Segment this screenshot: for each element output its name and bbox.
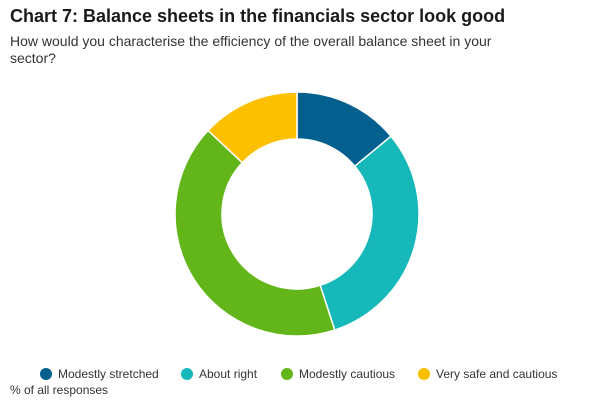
chart-title: Chart 7: Balance sheets in the financial… xyxy=(10,6,506,26)
donut-slice-very-safe-and-cautious xyxy=(207,91,298,164)
legend-swatch xyxy=(181,368,193,380)
donut-slice-about-right xyxy=(319,135,420,331)
legend-label: Modestly stretched xyxy=(58,367,159,381)
chart-footnote: % of all responses xyxy=(10,383,109,397)
chart-legend: Modestly stretched About right Modestly … xyxy=(40,364,594,384)
legend-swatch xyxy=(40,368,52,380)
legend-swatch xyxy=(281,368,293,380)
legend-label: Modestly cautious xyxy=(299,367,396,381)
legend-label: Very safe and cautious xyxy=(436,367,558,381)
donut-slice-modestly-cautious xyxy=(174,129,336,337)
legend-swatch xyxy=(418,368,430,380)
chart-subtitle: How would you characterise the efficienc… xyxy=(10,33,492,66)
legend-label: About right xyxy=(199,367,258,381)
